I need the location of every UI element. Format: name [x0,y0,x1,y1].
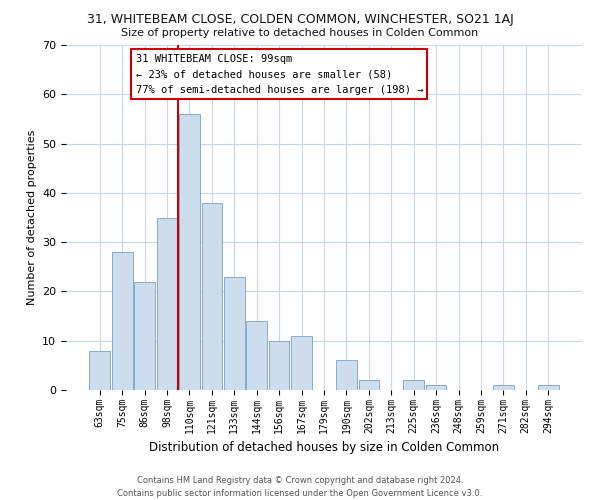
Text: Contains HM Land Registry data © Crown copyright and database right 2024.
Contai: Contains HM Land Registry data © Crown c… [118,476,482,498]
Bar [538,385,559,390]
Text: 31 WHITEBEAM CLOSE: 99sqm
← 23% of detached houses are smaller (58)
77% of semi-: 31 WHITEBEAM CLOSE: 99sqm ← 23% of detac… [136,54,423,95]
Bar [359,380,379,390]
Bar [269,340,289,390]
Bar [157,218,178,390]
Bar [426,385,446,390]
Bar [247,321,267,390]
Bar [403,380,424,390]
Y-axis label: Number of detached properties: Number of detached properties [26,130,37,305]
Bar [112,252,133,390]
Bar [224,276,245,390]
Bar [202,202,222,390]
Bar [291,336,312,390]
X-axis label: Distribution of detached houses by size in Colden Common: Distribution of detached houses by size … [149,441,499,454]
Text: 31, WHITEBEAM CLOSE, COLDEN COMMON, WINCHESTER, SO21 1AJ: 31, WHITEBEAM CLOSE, COLDEN COMMON, WINC… [86,12,514,26]
Bar [179,114,200,390]
Text: Size of property relative to detached houses in Colden Common: Size of property relative to detached ho… [121,28,479,38]
Bar [336,360,357,390]
Bar [89,350,110,390]
Bar [134,282,155,390]
Bar [493,385,514,390]
